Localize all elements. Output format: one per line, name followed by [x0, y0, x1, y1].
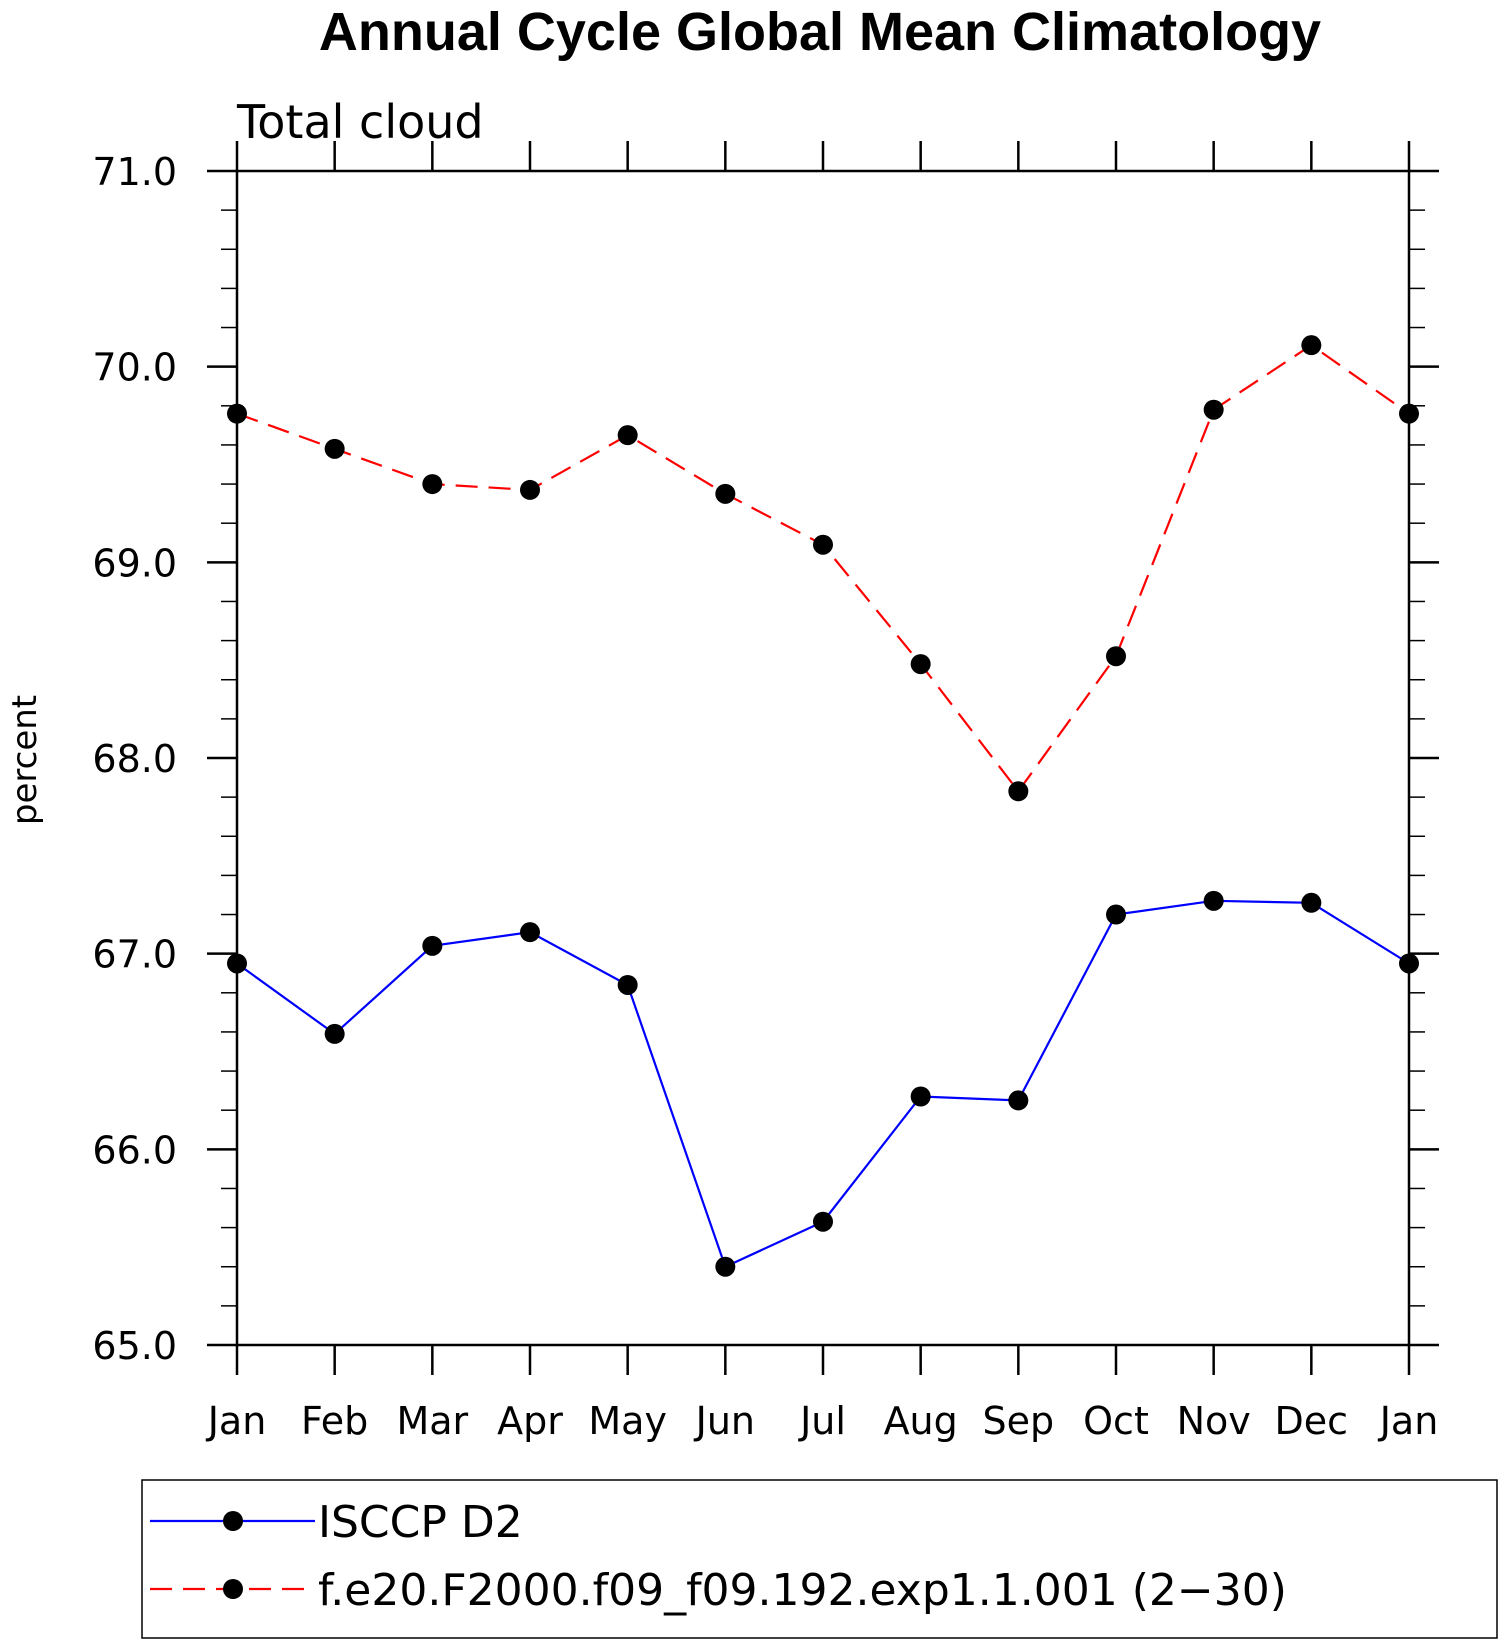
data-point — [1301, 892, 1322, 913]
data-point — [1203, 399, 1224, 420]
y-tick-label: 71.0 — [92, 150, 177, 194]
chart-subtitle: Total cloud — [236, 95, 484, 149]
x-tick-label: Jun — [694, 1399, 755, 1443]
data-point — [1399, 953, 1419, 974]
data-point — [227, 403, 247, 424]
x-tick-label: May — [588, 1399, 667, 1443]
data-point — [813, 534, 833, 555]
y-tick-label: 70.0 — [92, 346, 177, 390]
x-tick-label: Jan — [206, 1399, 267, 1443]
x-tick-label: Dec — [1275, 1399, 1349, 1443]
data-point — [422, 474, 443, 495]
plot-frame — [235, 169, 1411, 1347]
y-tick-labels: 65.0 66.0 67.0 68.0 69.0 70.0 71.0 — [92, 150, 177, 1368]
x-tick-label: Feb — [301, 1399, 368, 1443]
legend-box — [141, 1479, 1498, 1639]
data-point — [422, 935, 443, 956]
y-tick-label: 65.0 — [92, 1324, 177, 1368]
series-line-1 — [236, 343, 1410, 794]
x-tick-label: Sep — [983, 1399, 1055, 1443]
legend-label-1: f.e20.F2000.f09_f09.192.exp1.1.001 (2−30… — [318, 1565, 1287, 1616]
data-point — [520, 922, 540, 943]
axis-ticks — [207, 141, 1439, 1375]
data-point — [813, 1211, 833, 1232]
data-point — [715, 1256, 736, 1277]
x-tick-label: Oct — [1083, 1399, 1149, 1443]
data-point — [1008, 1090, 1029, 1111]
data-point — [617, 425, 638, 446]
data-point — [1399, 403, 1419, 424]
x-tick-label: Nov — [1177, 1399, 1251, 1443]
x-tick-labels: Jan Feb Mar Apr May Jun Jul Aug Sep Oct Nov Dec Jan — [206, 1399, 1439, 1443]
legend-marker-1 — [223, 1579, 243, 1599]
legend: ISCCP D2 f.e20.F2000.f09_f09.192.exp1.1.0… — [150, 1497, 1287, 1616]
data-point — [1106, 646, 1126, 667]
y-tick-label: 67.0 — [92, 933, 177, 977]
x-tick-label: Aug — [884, 1399, 958, 1443]
x-tick-label: Jul — [798, 1399, 846, 1443]
data-point — [324, 1023, 345, 1044]
data-point — [715, 483, 736, 504]
data-point — [910, 1086, 931, 1107]
data-point — [520, 479, 540, 500]
x-tick-label: Jan — [1378, 1399, 1439, 1443]
x-tick-label: Mar — [396, 1399, 468, 1443]
y-tick-label: 68.0 — [92, 737, 177, 781]
data-point — [227, 953, 247, 974]
data-point — [617, 974, 638, 995]
data-point — [1301, 335, 1322, 356]
data-point — [1106, 904, 1126, 925]
data-point — [1203, 890, 1224, 911]
data-point — [324, 438, 345, 459]
legend-marker-0 — [223, 1511, 243, 1531]
chart-title: Annual Cycle Global Mean Climatology — [319, 2, 1321, 62]
legend-label-0: ISCCP D2 — [318, 1497, 523, 1548]
x-tick-label: Apr — [497, 1399, 563, 1443]
data-point — [910, 654, 931, 675]
y-tick-label: 66.0 — [92, 1128, 177, 1172]
y-tick-label: 69.0 — [92, 541, 177, 585]
series-layer — [227, 335, 1419, 1277]
y-axis-label: percent — [5, 695, 45, 825]
data-point — [1008, 781, 1029, 802]
